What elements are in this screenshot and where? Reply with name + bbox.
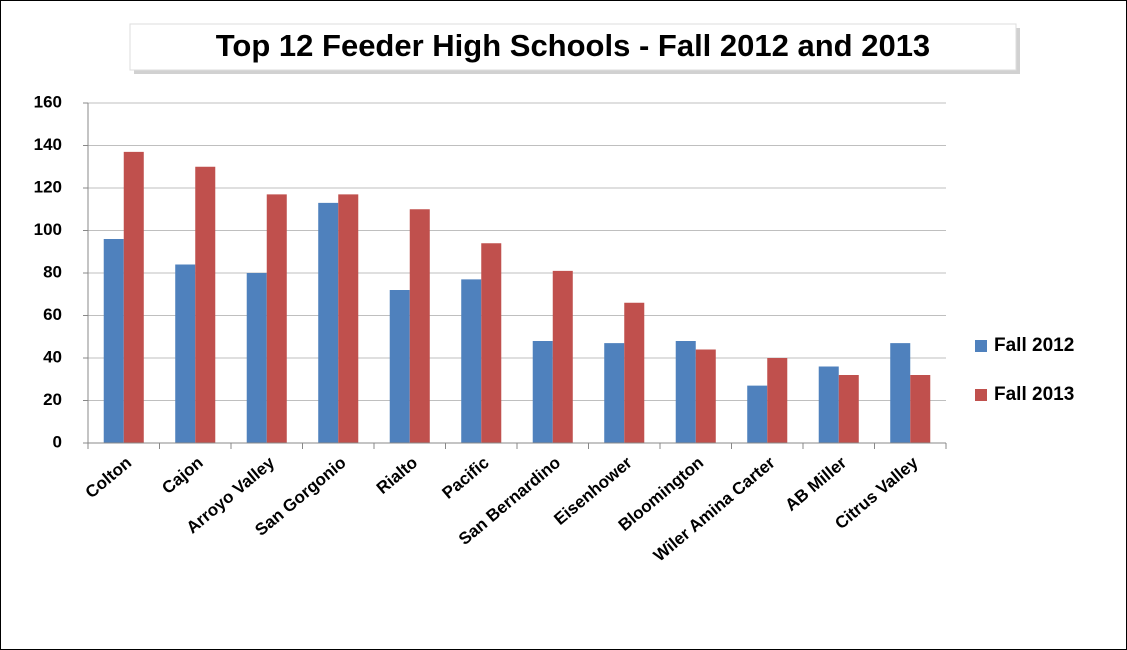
title-box	[129, 23, 1017, 71]
bar	[675, 341, 696, 443]
chart-title: Top 12 Feeder High Schools - Fall 2012 a…	[216, 28, 930, 63]
bar	[767, 358, 788, 443]
bar	[103, 239, 124, 443]
bar	[246, 273, 267, 443]
bar	[266, 194, 287, 443]
y-tick-label: 40	[43, 347, 62, 366]
bar	[389, 290, 410, 443]
bar	[818, 366, 839, 443]
y-tick-label: 160	[34, 92, 62, 111]
bar	[318, 202, 339, 443]
bar	[695, 349, 716, 443]
bar	[624, 302, 645, 443]
y-tick-label: 100	[34, 220, 62, 239]
bar	[481, 243, 502, 443]
bar	[747, 385, 768, 443]
y-tick-label: 60	[43, 305, 62, 324]
bar	[175, 264, 196, 443]
bar	[409, 209, 430, 443]
y-tick-label: 120	[34, 177, 62, 196]
legend-label: Fall 2012	[994, 335, 1074, 356]
bar	[604, 343, 625, 443]
bar	[890, 343, 911, 443]
bar	[532, 341, 553, 443]
y-tick-label: 80	[43, 262, 62, 281]
bar	[910, 375, 931, 443]
legend-swatch	[975, 340, 987, 352]
y-tick-label: 0	[53, 432, 62, 451]
legend-swatch	[975, 389, 987, 401]
bar	[195, 166, 216, 443]
legend-label: Fall 2013	[994, 384, 1074, 405]
y-tick-label: 20	[43, 390, 62, 409]
bar	[838, 375, 859, 443]
bar	[123, 151, 144, 443]
y-tick-label: 140	[34, 135, 62, 154]
bar	[338, 194, 359, 443]
bar	[461, 279, 482, 443]
bar	[552, 270, 573, 443]
